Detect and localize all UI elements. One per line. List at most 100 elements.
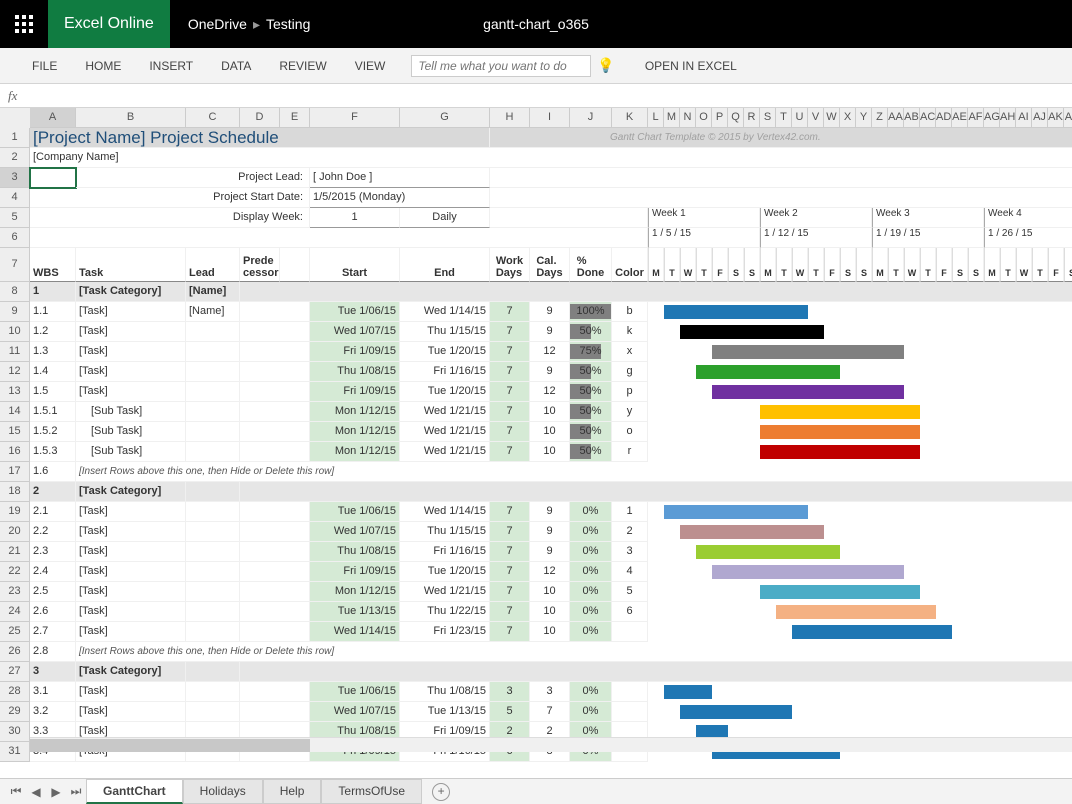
col-header[interactable]: X xyxy=(840,108,856,128)
cell[interactable]: 1.4 xyxy=(30,362,76,382)
cell[interactable]: 2.2 xyxy=(30,522,76,542)
cell[interactable] xyxy=(186,582,240,602)
row-header[interactable]: 20 xyxy=(0,522,30,542)
cell[interactable]: 7 xyxy=(490,322,530,342)
cell[interactable] xyxy=(30,168,76,188)
cell[interactable]: Task xyxy=(76,248,186,282)
cell[interactable]: [Task] xyxy=(76,502,186,522)
tell-me-input[interactable] xyxy=(411,55,591,77)
cell[interactable]: End xyxy=(400,248,490,282)
pct-cell[interactable]: 75% xyxy=(570,342,612,362)
row-header[interactable]: 25 xyxy=(0,622,30,642)
breadcrumb-folder[interactable]: Testing xyxy=(266,16,310,32)
cell[interactable]: Wed 1/07/15 xyxy=(310,522,400,542)
cell[interactable]: 1/5/2015 (Monday) xyxy=(310,188,490,208)
cell[interactable]: 3.1 xyxy=(30,682,76,702)
cell[interactable] xyxy=(186,502,240,522)
row-header[interactable]: 9 xyxy=(0,302,30,322)
cell[interactable] xyxy=(186,322,240,342)
cell[interactable]: % Done xyxy=(570,248,612,282)
cell[interactable]: 3 xyxy=(30,662,76,682)
row-header[interactable]: 17 xyxy=(0,462,30,482)
cell[interactable]: [Task Category] xyxy=(76,282,186,302)
row-header[interactable]: 3 xyxy=(0,168,30,188)
cell[interactable] xyxy=(240,422,310,442)
cell[interactable]: Fri 1/23/15 xyxy=(400,622,490,642)
pct-cell[interactable]: 0% xyxy=(570,682,612,702)
cell[interactable]: 1.5 xyxy=(30,382,76,402)
cell[interactable]: 5 xyxy=(490,702,530,722)
cell[interactable]: Wed 1/21/15 xyxy=(400,422,490,442)
cell[interactable]: Thu 1/08/15 xyxy=(310,362,400,382)
cell[interactable]: [Task] xyxy=(76,562,186,582)
col-header[interactable]: M xyxy=(664,108,680,128)
cell[interactable] xyxy=(186,662,240,682)
cell[interactable]: 1 / 19 / 15 xyxy=(872,228,984,248)
col-header[interactable]: AG xyxy=(984,108,1000,128)
breadcrumb-root[interactable]: OneDrive xyxy=(188,16,247,32)
col-header[interactable]: A xyxy=(30,108,76,128)
ribbon-tab-review[interactable]: REVIEW xyxy=(265,48,340,84)
cell[interactable]: 12 xyxy=(530,342,570,362)
col-header[interactable]: F xyxy=(310,108,400,128)
sheet-tab-help[interactable]: Help xyxy=(263,779,322,804)
cell[interactable]: Thu 1/22/15 xyxy=(400,602,490,622)
cell[interactable] xyxy=(186,382,240,402)
cell[interactable]: 10 xyxy=(530,622,570,642)
cell[interactable]: [Insert Rows above this one, then Hide o… xyxy=(76,462,1072,482)
col-header[interactable]: C xyxy=(186,108,240,128)
cell[interactable]: Wed 1/14/15 xyxy=(400,302,490,322)
cell[interactable]: 9 xyxy=(530,542,570,562)
cell[interactable]: 4 xyxy=(612,562,648,582)
cell[interactable]: Wed 1/07/15 xyxy=(310,702,400,722)
row-headers[interactable]: 1234567891011121314151617181920212223242… xyxy=(0,128,30,762)
cell[interactable] xyxy=(240,662,1072,682)
cell[interactable] xyxy=(240,522,310,542)
cell[interactable]: Fri 1/09/15 xyxy=(310,382,400,402)
cell[interactable]: 7 xyxy=(490,302,530,322)
cell[interactable]: 7 xyxy=(490,342,530,362)
cell[interactable]: b xyxy=(612,302,648,322)
cell[interactable] xyxy=(280,248,310,282)
cell[interactable]: 7 xyxy=(490,602,530,622)
cell[interactable]: 9 xyxy=(530,502,570,522)
cell[interactable]: [Task] xyxy=(76,702,186,722)
row-header[interactable]: 19 xyxy=(0,502,30,522)
cell[interactable]: [Task] xyxy=(76,382,186,402)
col-header[interactable]: H xyxy=(490,108,530,128)
cell[interactable]: 7 xyxy=(490,582,530,602)
cell[interactable]: 1 / 26 / 15 xyxy=(984,228,1072,248)
cell[interactable]: [Name] xyxy=(186,302,240,322)
cell[interactable] xyxy=(240,382,310,402)
cell[interactable]: [ John Doe ] xyxy=(310,168,490,188)
cell[interactable]: 1 xyxy=(30,282,76,302)
row-header[interactable]: 30 xyxy=(0,722,30,742)
sheet-nav-first-icon[interactable]: ⏮ xyxy=(6,784,26,799)
col-header[interactable]: AA xyxy=(888,108,904,128)
cell[interactable]: 2 xyxy=(30,482,76,502)
cell[interactable] xyxy=(186,422,240,442)
cell[interactable] xyxy=(490,188,1072,208)
cell[interactable]: [Name] xyxy=(186,282,240,302)
row-header[interactable]: 2 xyxy=(0,148,30,168)
row-header[interactable]: 28 xyxy=(0,682,30,702)
cell[interactable]: 1.5.3 xyxy=(30,442,76,462)
col-header[interactable]: L xyxy=(648,108,664,128)
pct-cell[interactable]: 0% xyxy=(570,502,612,522)
cell[interactable]: Week 2 xyxy=(760,208,872,228)
pct-cell[interactable]: 50% xyxy=(570,382,612,402)
cell[interactable]: k xyxy=(612,322,648,342)
cell[interactable]: 1.2 xyxy=(30,322,76,342)
ribbon-tab-view[interactable]: VIEW xyxy=(341,48,400,84)
cell[interactable]: Project Lead: xyxy=(76,168,310,188)
cell[interactable]: 10 xyxy=(530,582,570,602)
cell[interactable]: Wed 1/21/15 xyxy=(400,582,490,602)
row-header[interactable]: 6 xyxy=(0,228,30,248)
pct-cell[interactable]: 50% xyxy=(570,442,612,462)
ribbon-tab-data[interactable]: DATA xyxy=(207,48,265,84)
cell[interactable]: Tue 1/13/15 xyxy=(310,602,400,622)
col-header[interactable]: D xyxy=(240,108,280,128)
col-header[interactable]: B xyxy=(76,108,186,128)
sheet-tab-ganttchart[interactable]: GanttChart xyxy=(86,779,183,804)
cell[interactable]: 1.5.2 xyxy=(30,422,76,442)
